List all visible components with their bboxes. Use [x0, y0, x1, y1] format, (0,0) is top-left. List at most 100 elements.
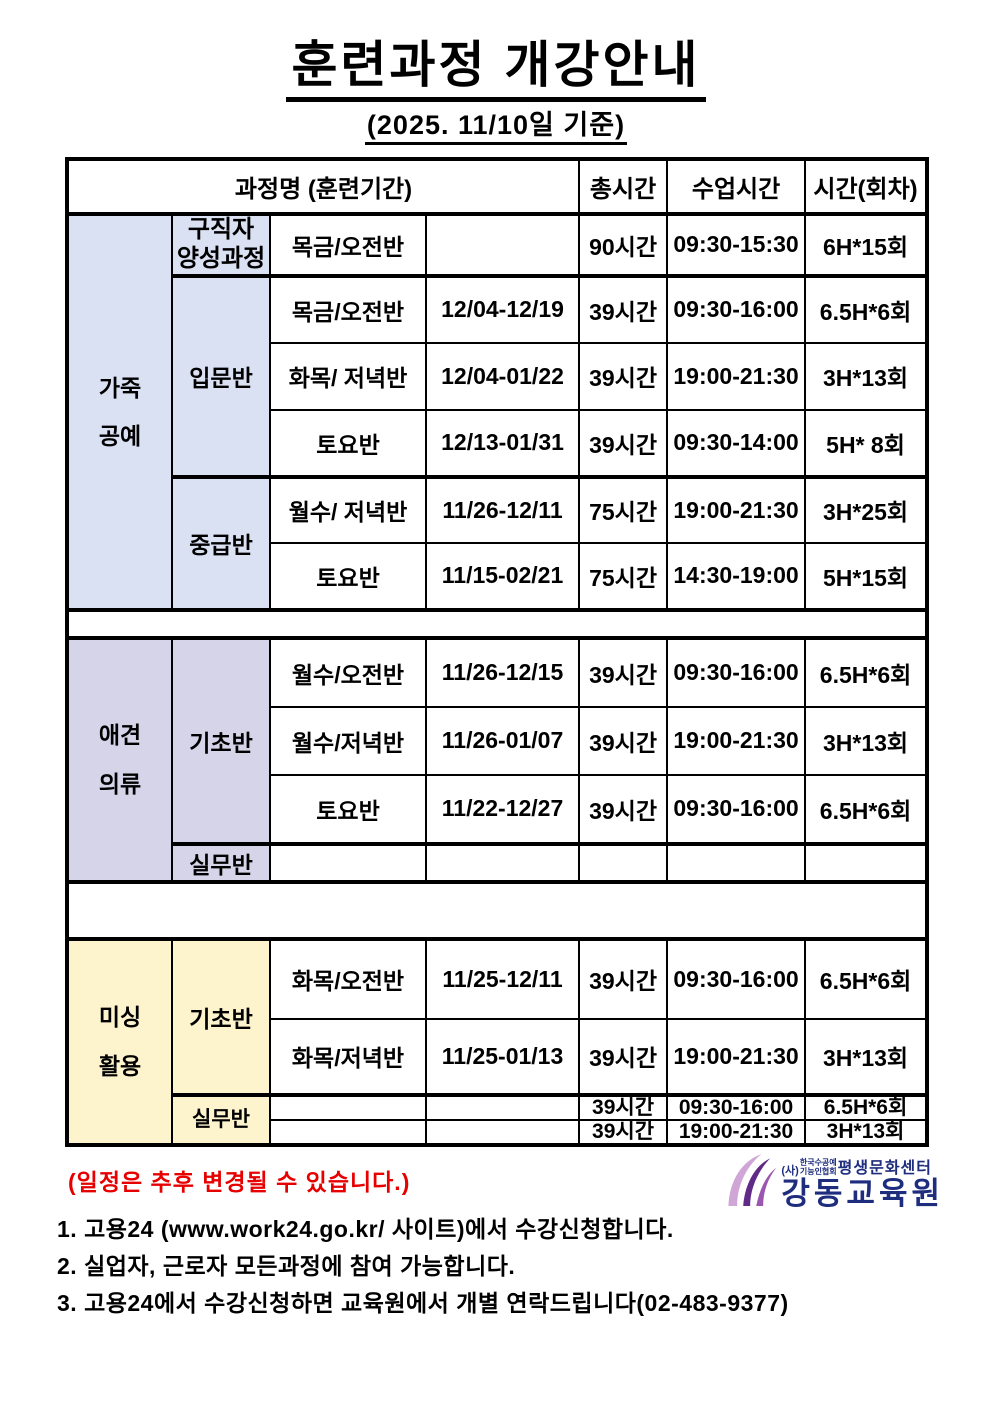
- table-row: 월수/저녁반 11/26-01/07 39시간 19:00-21:30 3H*1…: [67, 705, 929, 776]
- table-row: 입문반 목금/오전반 12/04-12/19 39시간 09:30-16:00 …: [67, 273, 929, 478]
- class-time-cell: 19:00-21:30: [666, 341, 807, 411]
- table-row: 가죽 공예 구직자 양성과정 목금/오전반 90시간 09:30-15:30 6…: [66, 213, 929, 611]
- sessions-cell: 6.5H*6회: [804, 273, 929, 344]
- dates-cell: 11/22-12/27: [424, 773, 581, 845]
- total-hours-cell: 39시간: [578, 1118, 669, 1146]
- footnote-1: 1. 고용24 (www.work24.go.kr/ 사이트)에서 수강신청합니…: [57, 1215, 674, 1242]
- class-cell: 토요반: [269, 408, 427, 478]
- page-title: 훈련과정 개강안내: [285, 38, 707, 102]
- page-subtitle: (2025. 11/10일 기준): [364, 110, 628, 146]
- class-cell: 화목/오전반: [269, 937, 427, 1020]
- table-row: 실무반 39시간 09:30-16:00 6.5H*6회: [67, 1092, 929, 1146]
- dates-cell: [424, 841, 581, 883]
- dates-cell: 11/26-12/15: [424, 636, 581, 708]
- dates-cell: 11/25-12/11: [424, 937, 581, 1020]
- sessions-cell: 6.5H*6회: [804, 1092, 929, 1121]
- class-time-cell: 09:30-14:00: [666, 408, 807, 478]
- class-cell: 토요반: [269, 541, 427, 611]
- class-cell: 월수/ 저녁반: [269, 474, 427, 544]
- table-header-row: 과정명 (훈련기간) 총시간 수업시간 시간(회차): [65, 158, 929, 217]
- class-time-cell: 19:00-21:30: [666, 1017, 807, 1096]
- total-hours-cell: 75시간: [578, 474, 669, 544]
- header-class-time: 수업시간: [666, 158, 807, 217]
- organization-logo: (사) 한국수공예 기능인협회 평생문화센터 강동교육원: [725, 1149, 944, 1211]
- sessions-cell: 6H*15회: [804, 213, 929, 277]
- logo-text-block: (사) 한국수공예 기능인협회 평생문화센터 강동교육원: [781, 1157, 944, 1211]
- category-cell-leather-craft: 가죽 공예: [66, 213, 173, 611]
- logo-org-name: 평생문화센터: [837, 1159, 932, 1177]
- sessions-cell: 3H*25회: [804, 474, 929, 544]
- class-time-cell: 14:30-19:00: [666, 541, 807, 611]
- class-time-cell: [666, 841, 807, 883]
- group-cell-basic-class: 기초반: [171, 636, 271, 845]
- class-cell: 화목/ 저녁반: [269, 341, 427, 411]
- class-time-cell: 09:30-15:30: [666, 213, 807, 277]
- logo-org-prefix: (사): [781, 1164, 799, 1177]
- dates-cell: [424, 213, 581, 277]
- table-row: 애견 의류 기초반 월수/오전반 11/26-12/15 39시간 09:30-…: [66, 636, 929, 883]
- footnote-2: 2. 실업자, 근로자 모든과정에 참여 가능합니다.: [57, 1252, 516, 1279]
- group-cell-practical-class: 실무반: [171, 1092, 271, 1146]
- total-hours-cell: 39시간: [578, 636, 669, 708]
- class-time-cell: 09:30-16:00: [666, 773, 807, 845]
- dates-cell: 12/04-01/22: [424, 341, 581, 411]
- course-schedule-table: 과정명 (훈련기간) 총시간 수업시간 시간(회차) 가죽 공예 구직자 양성과…: [65, 157, 930, 1147]
- category-line: 활용: [98, 1052, 142, 1079]
- dates-cell: 11/26-01/07: [424, 705, 581, 776]
- sessions-cell: 6.5H*6회: [804, 773, 929, 845]
- footnote-3: 3. 고용24에서 수강신청하면 교육원에서 개별 연락드립니다(02-483-…: [57, 1289, 789, 1316]
- header-hours-sessions: 시간(회차): [804, 158, 929, 217]
- class-time-cell: 19:00-21:30: [666, 705, 807, 776]
- dates-cell: 11/25-01/13: [424, 1017, 581, 1096]
- total-hours-cell: 39시간: [578, 705, 669, 776]
- total-hours-cell: 39시간: [578, 273, 669, 344]
- category-line: 공예: [98, 422, 142, 449]
- sessions-cell: 6.5H*6회: [804, 937, 929, 1020]
- schedule-change-warning: (일정은 추후 변경될 수 있습니다.): [68, 1168, 411, 1195]
- logo-brand-name: 강동교육원: [781, 1175, 944, 1211]
- class-cell: 월수/저녁반: [269, 705, 427, 776]
- table-row: 화목/저녁반 11/25-01/13 39시간 19:00-21:30 3H*1…: [67, 1017, 929, 1096]
- group-cell-intermediate-class: 중급반: [171, 474, 271, 611]
- title-block: 훈련과정 개강안내 (2025. 11/10일 기준): [0, 38, 992, 146]
- document-page: 훈련과정 개강안내 (2025. 11/10일 기준) 과정명 (훈련기간) 총…: [0, 38, 992, 1316]
- table-row: 중급반 월수/ 저녁반 11/26-12/11 75시간 19:00-21:30…: [67, 474, 929, 611]
- class-cell: 목금/오전반: [269, 273, 427, 344]
- class-time-cell: 09:30-16:00: [666, 1092, 807, 1121]
- sessions-cell: 3H*13회: [804, 705, 929, 776]
- total-hours-cell: 39시간: [578, 408, 669, 478]
- group-cell-basic-class: 기초반: [171, 937, 271, 1096]
- class-cell: [269, 841, 427, 883]
- separator-row: [65, 879, 929, 941]
- dates-cell: 11/15-02/21: [424, 541, 581, 611]
- class-cell: [269, 1118, 427, 1146]
- dates-cell: 12/04-12/19: [424, 273, 581, 344]
- category-line: 가죽: [98, 374, 142, 401]
- total-hours-cell: [578, 841, 669, 883]
- logo-org-small-line: 기능인협회: [799, 1166, 837, 1176]
- logo-swoosh-icon: [728, 1153, 777, 1206]
- table-row: 미싱 활용 기초반 화목/오전반 11/25-12/11 39시간 09:30-…: [66, 937, 929, 1146]
- category-line: 애견: [98, 722, 142, 749]
- total-hours-cell: 39시간: [578, 1017, 669, 1096]
- total-hours-cell: 39시간: [578, 937, 669, 1020]
- total-hours-cell: 39시간: [578, 773, 669, 845]
- sessions-cell: 5H* 8회: [804, 408, 929, 478]
- sessions-cell: 3H*13회: [804, 341, 929, 411]
- class-time-cell: 09:30-16:00: [666, 273, 807, 344]
- class-cell: 목금/오전반: [269, 213, 427, 277]
- table-row: 토요반 11/15-02/21 75시간 14:30-19:00 5H*15회: [67, 541, 929, 611]
- total-hours-cell: 90시간: [578, 213, 669, 277]
- logo-org-small-line: 한국수공예: [799, 1157, 837, 1167]
- total-hours-cell: 39시간: [578, 1092, 669, 1121]
- class-time-cell: 19:00-21:30: [666, 1118, 807, 1146]
- table-row: 토요반 11/22-12/27 39시간 09:30-16:00 6.5H*6회: [67, 773, 929, 845]
- class-time-cell: 09:30-16:00: [666, 636, 807, 708]
- class-cell: 토요반: [269, 773, 427, 845]
- table-row: 39시간 19:00-21:30 3H*13회: [67, 1118, 929, 1146]
- dates-cell: [424, 1118, 581, 1146]
- class-time-cell: 09:30-16:00: [666, 937, 807, 1020]
- dates-cell: 11/26-12/11: [424, 474, 581, 544]
- group-label-line: 양성과정: [176, 244, 266, 272]
- class-cell: 월수/오전반: [269, 636, 427, 708]
